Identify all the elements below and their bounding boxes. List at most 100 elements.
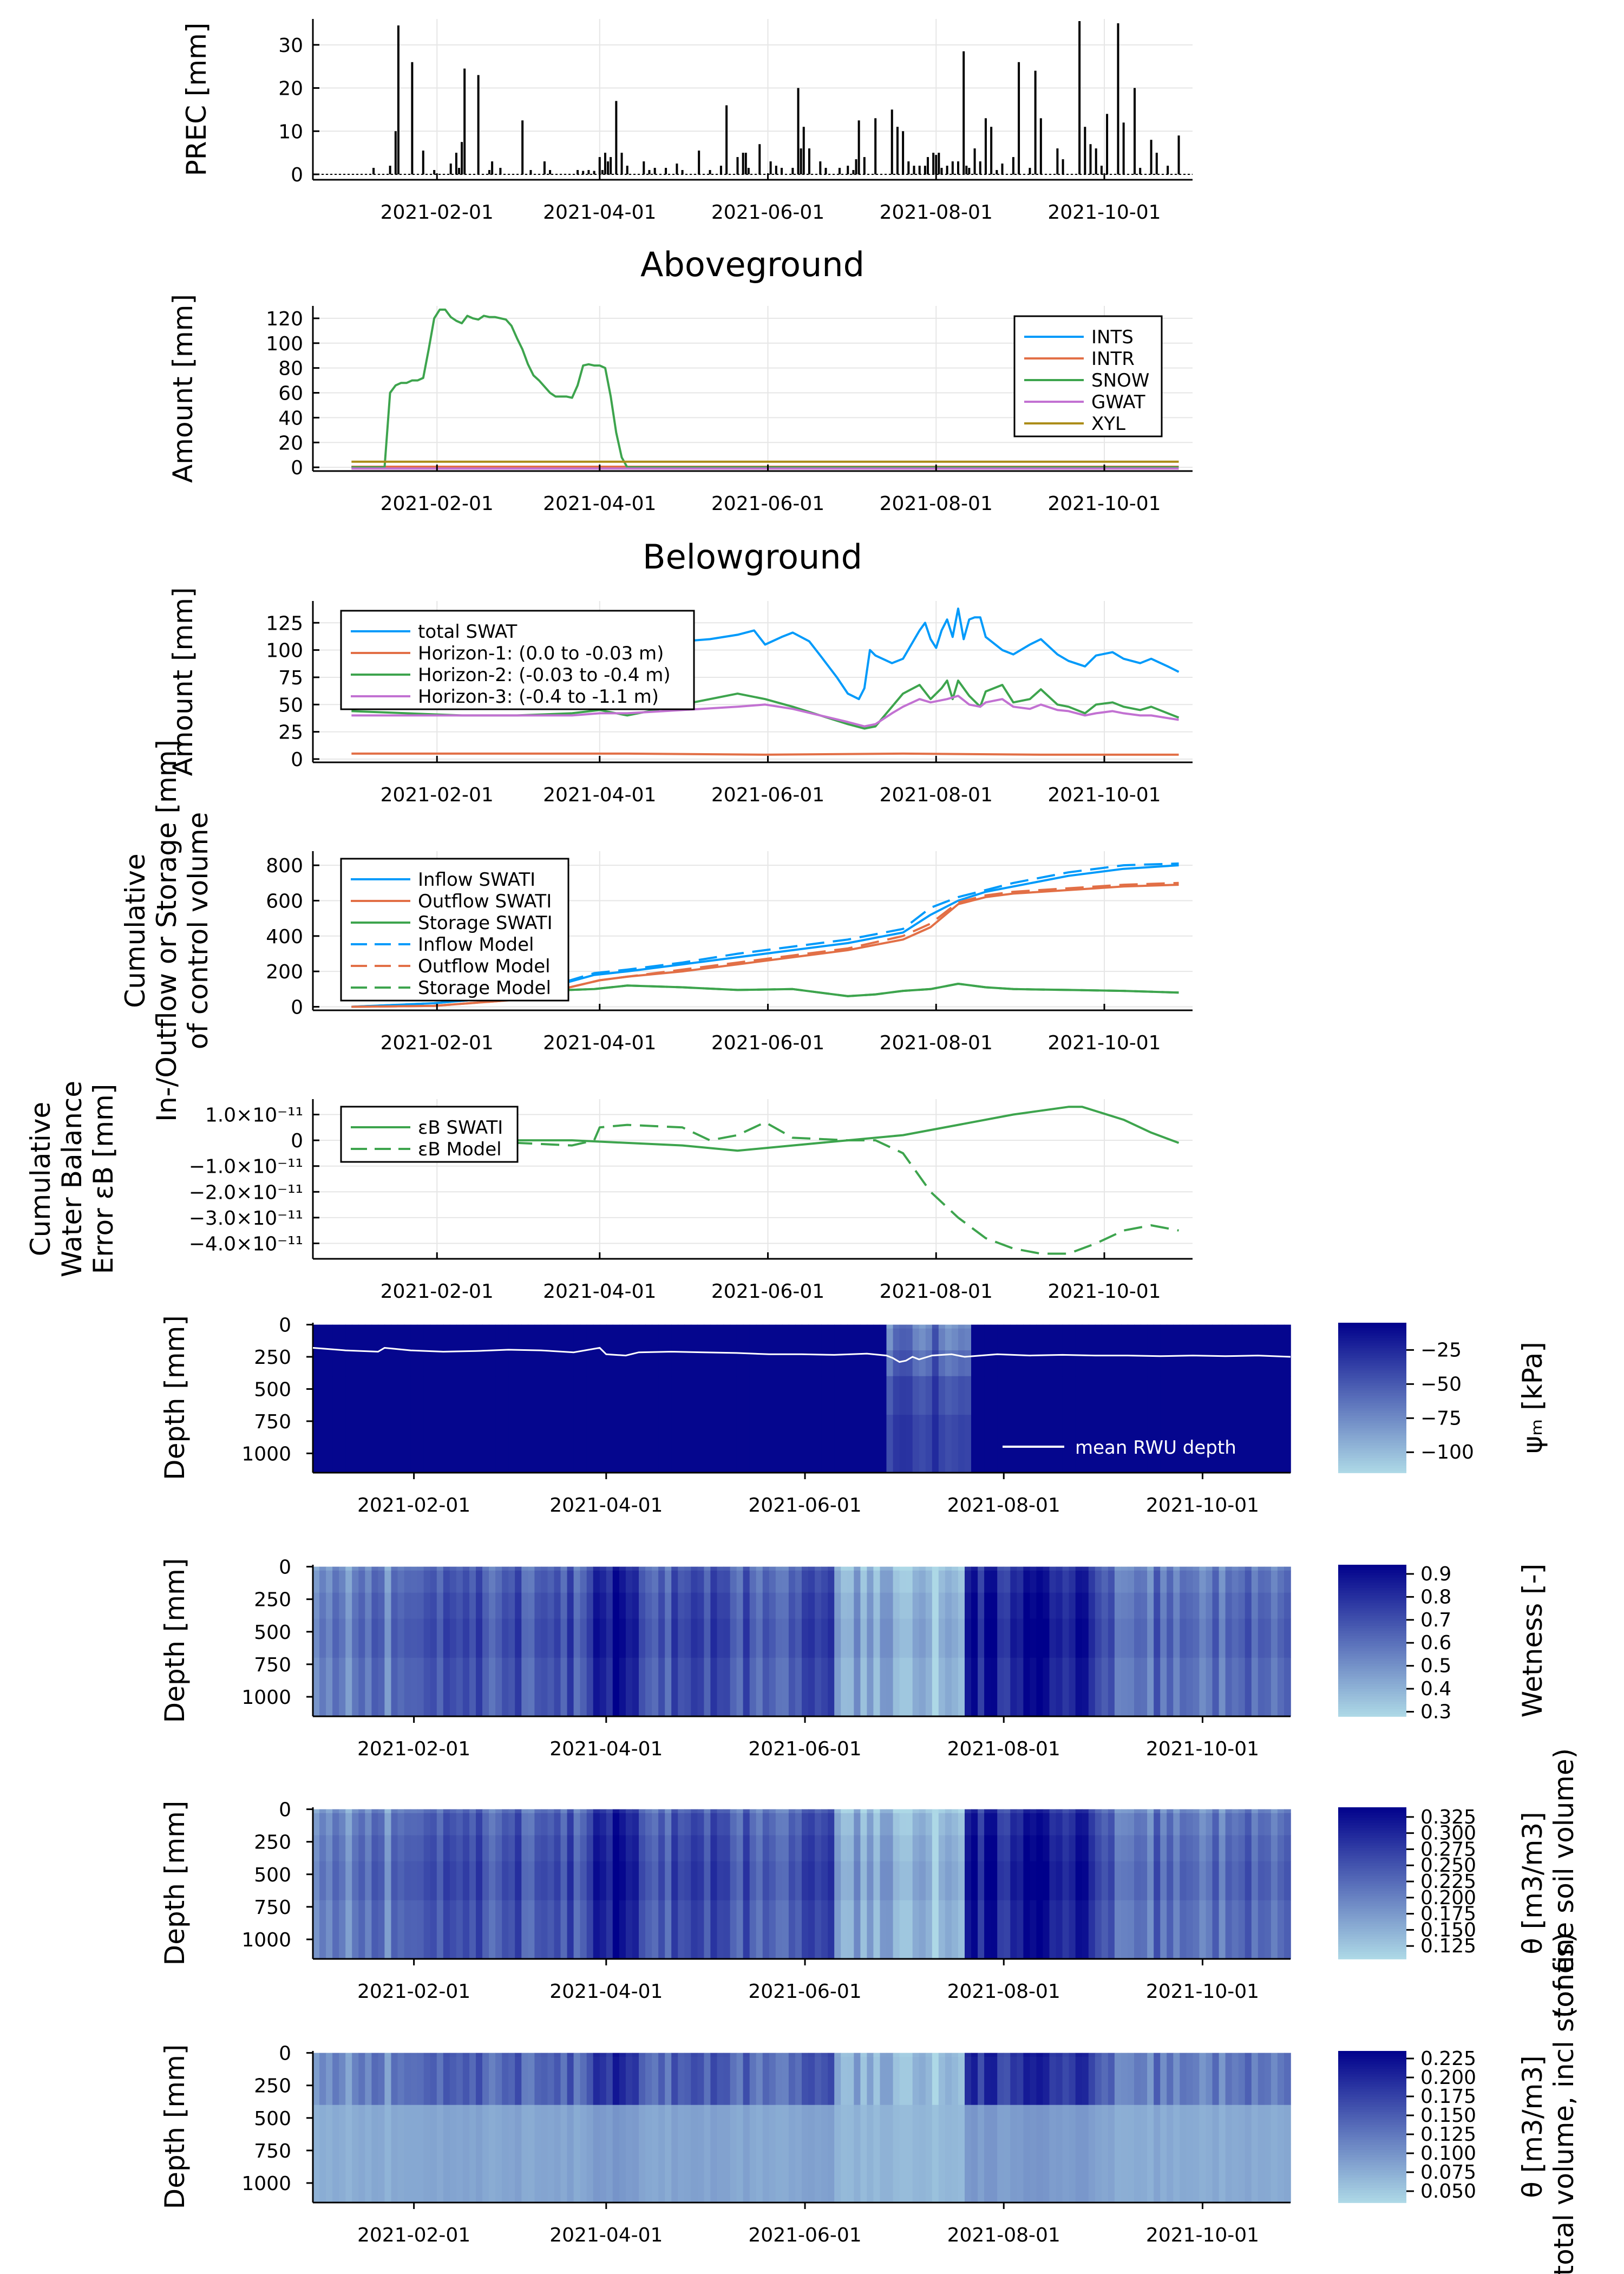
wet-cell <box>965 1592 972 1619</box>
theta1-cell <box>1180 1809 1187 1814</box>
theta2-cell <box>606 2056 613 2080</box>
wet-cell <box>1108 1570 1115 1593</box>
theta1-cell <box>1036 1900 1044 1959</box>
theta2-cell <box>619 2056 626 2080</box>
theta1-cell <box>599 1835 607 1862</box>
wet-cell <box>436 1592 444 1619</box>
theta1-cell <box>1245 1835 1252 1862</box>
theta1-cell <box>971 1900 978 1959</box>
theta2-cell <box>1258 2144 1265 2203</box>
psi-cell <box>593 1415 600 1473</box>
wet-cell <box>1245 1570 1252 1593</box>
theta2-cell <box>1114 2079 1122 2106</box>
theta1-cell <box>1101 1900 1109 1959</box>
psi-cbar-step <box>1338 1408 1406 1411</box>
theta1-cell <box>1043 1813 1050 1836</box>
psi-cbar-step <box>1338 1360 1406 1363</box>
theta1-cell <box>1180 1813 1187 1836</box>
psi-cell <box>730 1415 737 1473</box>
wet-cell <box>1062 1657 1070 1717</box>
wet-ytick-label: 250 <box>254 1589 291 1611</box>
theta2-cell <box>1277 2053 1285 2057</box>
psi-cell <box>1043 1350 1050 1377</box>
theta2-cell <box>1082 2079 1089 2106</box>
psi-cell <box>586 1324 594 1329</box>
theta1-cell <box>436 1809 444 1814</box>
psi-cell <box>1036 1350 1044 1377</box>
psi-cell <box>932 1350 939 1377</box>
theta1-cell <box>1023 1835 1031 1862</box>
theta1-cell <box>430 1835 437 1862</box>
wet-cell <box>606 1657 613 1717</box>
wet-cell <box>567 1618 574 1658</box>
err-legend-label: εB Model <box>418 1139 502 1160</box>
theta1-cell <box>449 1861 457 1901</box>
wet-cell <box>951 1618 959 1658</box>
wet-cell <box>847 1592 855 1619</box>
theta1-cell <box>1264 1813 1272 1836</box>
wet-cell <box>378 1566 385 1571</box>
wet-cell <box>619 1592 626 1619</box>
psi-cell <box>1277 1415 1285 1473</box>
theta1-cell <box>808 1809 815 1814</box>
wet-cell <box>1030 1657 1037 1717</box>
psi-cell <box>436 1376 444 1415</box>
psi-cell <box>606 1324 613 1329</box>
theta2-cell <box>404 2144 411 2203</box>
psi-cell <box>1277 1328 1285 1351</box>
wet-cell <box>1284 1570 1291 1593</box>
below-ylabel: Amount [mm] <box>167 587 199 776</box>
wet-cell <box>743 1618 750 1658</box>
theta1-cell <box>528 1835 535 1862</box>
theta2-cell <box>378 2079 385 2106</box>
wet-cell <box>821 1657 828 1717</box>
wet-cell <box>319 1618 326 1658</box>
psi-cell <box>586 1350 594 1377</box>
theta1-cell <box>899 1835 907 1862</box>
wet-cell <box>625 1570 633 1593</box>
wet-cell <box>710 1566 718 1571</box>
psi-cell <box>1219 1350 1226 1377</box>
theta2-cbar-step <box>1338 2076 1406 2080</box>
theta2-cell <box>919 2056 926 2080</box>
wet-cell <box>1219 1618 1226 1658</box>
psi-cbar-step <box>1338 1397 1406 1401</box>
psi-cell <box>958 1328 965 1351</box>
wet-cbar-step <box>1338 1696 1406 1700</box>
theta2-cell <box>547 2079 555 2106</box>
wet-cell <box>489 1657 496 1717</box>
theta2-cell <box>345 2056 352 2080</box>
wet-cell <box>1056 1570 1063 1593</box>
cumul-ylabel: In-/Outflow or Storage [mm] <box>151 740 182 1122</box>
theta1-cell <box>404 1813 411 1836</box>
theta1-cell <box>417 1861 424 1901</box>
theta1-cell <box>697 1861 705 1901</box>
theta1-cell <box>508 1861 515 1901</box>
theta1-cell <box>788 1813 796 1836</box>
psi-cbar-step <box>1338 1465 1406 1468</box>
psi-cell <box>547 1376 555 1415</box>
theta1-cell <box>593 1809 600 1814</box>
theta2-cell <box>365 2105 372 2145</box>
psi-cell <box>1199 1350 1207 1377</box>
theta1-cell <box>997 1835 1004 1862</box>
wet-cell <box>665 1618 672 1658</box>
theta2-cell <box>965 2053 972 2057</box>
psi-cell <box>547 1324 555 1329</box>
psi-cell <box>938 1350 946 1377</box>
theta2-cell <box>384 2144 392 2203</box>
wet-cell <box>860 1570 868 1593</box>
wet-cell <box>1264 1566 1272 1571</box>
wet-cell <box>599 1566 607 1571</box>
theta1-cell <box>828 1809 835 1814</box>
theta1-cell <box>352 1835 359 1862</box>
wet-cell <box>867 1592 874 1619</box>
theta1-cell <box>1212 1835 1220 1862</box>
theta2-cell <box>443 2144 450 2203</box>
wet-cbar-step <box>1338 1570 1406 1573</box>
wet-cell <box>1271 1566 1278 1571</box>
theta1-cell <box>932 1900 939 1959</box>
wet-cell <box>847 1618 855 1658</box>
theta1-cell <box>951 1813 959 1836</box>
wet-cell <box>443 1570 450 1593</box>
